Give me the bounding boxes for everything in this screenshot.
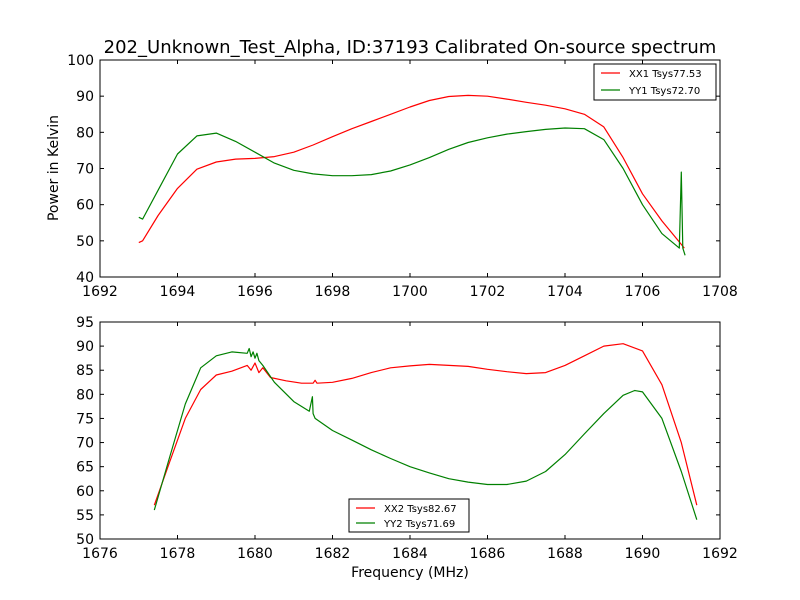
bottom-ticks-layer: 1676 1678 1680 1682 1684 1686 1688 1690 1692 50 55… [76,315,738,562]
bottom-series-line-1 [153,347,698,520]
bottom-legend: XX2 Tsys82.67 YY2 Tsys71.69 [348,498,470,533]
top-x-tick-label: 1694 [160,284,196,300]
top-y-tick-label: 100 [67,53,94,69]
bottom-y-tick-label: 85 [76,363,94,379]
top-x-tick-label: 1692 [82,284,118,300]
top-panel: 1692 1694 1696 1698 1700 1702 1704 1706 1708 40 50… [46,53,738,300]
top-y-tick-label: 70 [76,162,94,178]
top-y-tick-label: 60 [76,198,94,214]
top-x-tick-label: 1700 [392,284,428,300]
top-y-axis-title: Power in Kelvin [46,115,62,221]
top-x-tick-label: 1704 [547,284,583,300]
bottom-y-tick-label: 65 [76,460,94,476]
bottom-panel: 1676 1678 1680 1682 1684 1686 1688 1690 1692 50 55… [76,315,738,581]
bottom-y-tick-label: 95 [76,315,94,331]
bottom-y-tick-label: 60 [76,484,94,500]
top-y-tick-label: 50 [76,234,94,250]
bottom-y-tick-label: 75 [76,411,94,427]
top-series-layer [138,94,686,256]
top-x-tick-label: 1696 [237,284,273,300]
top-x-tick-label: 1708 [702,284,738,300]
bottom-x-tick-label: 1692 [702,546,738,562]
bottom-legend-label-xx2: XX2 Tsys82.67 [384,504,457,515]
bottom-x-tick-label: 1686 [470,546,506,562]
bottom-x-tick-label: 1680 [237,546,273,562]
bottom-x-tick-label: 1684 [392,546,428,562]
top-legend-label-yy1: YY1 Tsys72.70 [628,86,700,97]
top-series-line-0 [138,94,685,249]
top-ticks-layer: 1692 1694 1696 1698 1700 1702 1704 1706 1708 40 50… [67,53,738,300]
top-legend-box [593,63,717,101]
bottom-legend-box [348,498,470,533]
bottom-y-tick-label: 55 [76,508,94,524]
bottom-y-tick-label: 90 [76,339,94,355]
figure-title: 202_Unknown_Test_Alpha, ID:37193 Calibra… [104,37,717,58]
top-y-tick-label: 80 [76,125,94,141]
bottom-x-tick-label: 1678 [160,546,196,562]
bottom-y-tick-label: 70 [76,436,94,452]
top-legend: XX1 Tsys77.53 YY1 Tsys72.70 [593,63,717,101]
bottom-series-layer [153,343,698,520]
bottom-y-tick-label: 50 [76,532,94,548]
bottom-series-line-0 [153,343,698,506]
top-x-tick-label: 1698 [315,284,351,300]
bottom-x-tick-label: 1682 [315,546,351,562]
top-y-tick-label: 40 [76,270,94,286]
top-x-tick-label: 1706 [625,284,661,300]
bottom-x-tick-label: 1676 [82,546,118,562]
bottom-x-axis-title: Frequency (MHz) [351,565,469,581]
bottom-x-tick-label: 1688 [547,546,583,562]
top-y-tick-label: 90 [76,89,94,105]
bottom-x-tick-label: 1690 [625,546,661,562]
bottom-y-tick-label: 80 [76,387,94,403]
top-x-tick-label: 1702 [470,284,506,300]
bottom-legend-label-yy2: YY2 Tsys71.69 [383,519,455,530]
top-legend-label-xx1: XX1 Tsys77.53 [629,69,702,80]
top-series-line-1 [138,127,686,256]
